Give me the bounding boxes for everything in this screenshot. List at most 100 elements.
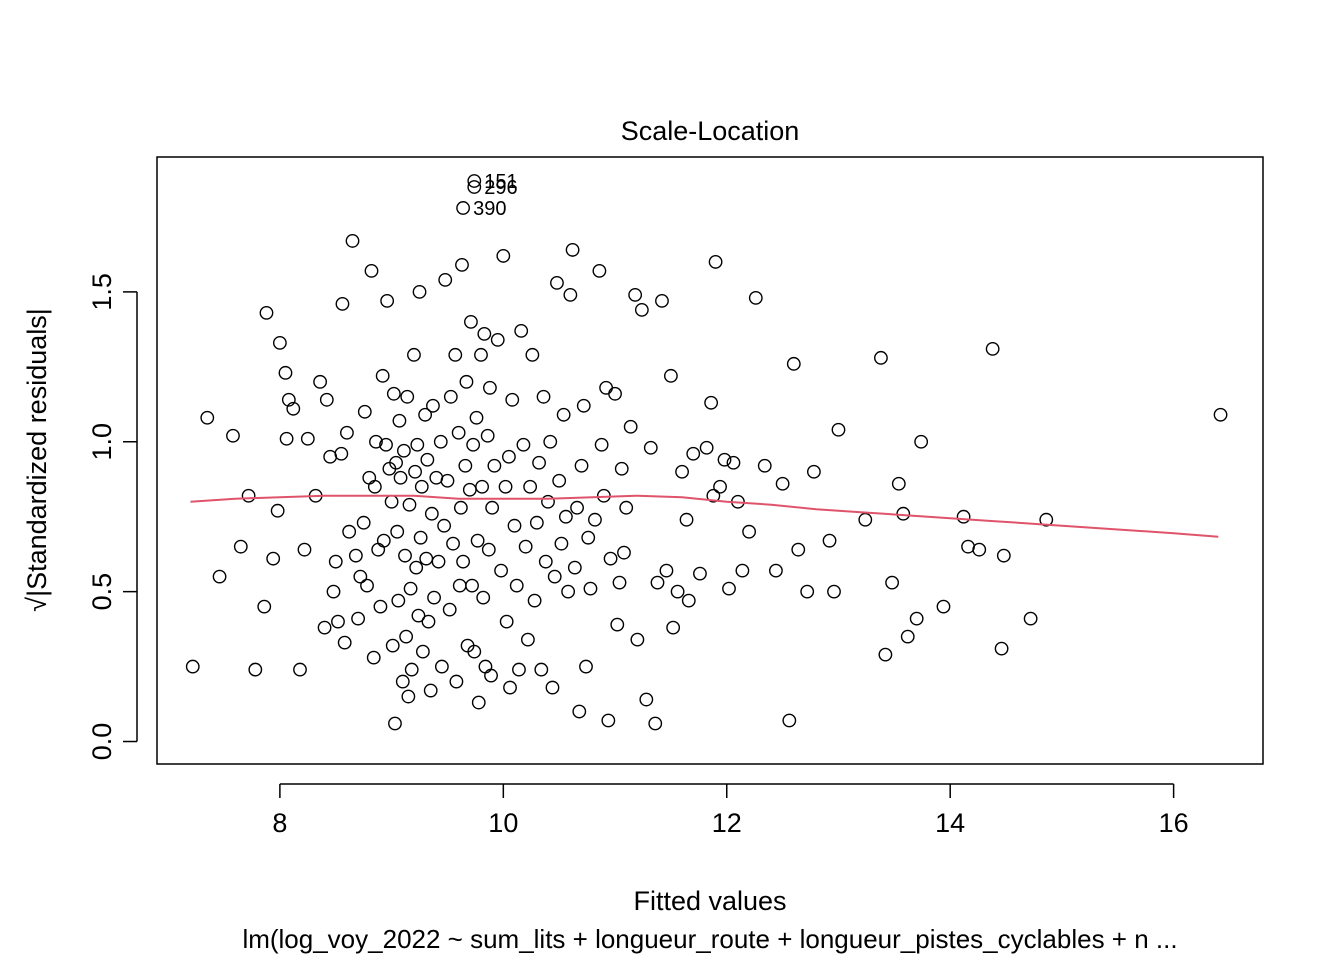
- data-point: [1039, 512, 1054, 527]
- data-point: [403, 581, 418, 596]
- x-tick-label: 14: [935, 808, 965, 838]
- data-point: [259, 305, 274, 320]
- data-point: [395, 674, 410, 689]
- data-point: [434, 659, 449, 674]
- data-point: [257, 599, 272, 614]
- data-point: [525, 347, 540, 362]
- data-point: [418, 407, 433, 422]
- data-point: [556, 407, 571, 422]
- data-point: [505, 392, 520, 407]
- data-point: [456, 554, 471, 569]
- data-point: [552, 473, 567, 488]
- data-points: [185, 174, 1228, 731]
- data-point: [409, 560, 424, 575]
- data-point: [675, 464, 689, 479]
- data-point: [514, 323, 529, 338]
- x-tick-label: 10: [488, 808, 518, 838]
- data-point: [360, 578, 374, 593]
- data-point: [686, 446, 701, 461]
- data-point: [200, 410, 215, 425]
- data-point: [681, 593, 696, 608]
- data-point: [408, 464, 422, 479]
- data-point: [386, 386, 401, 401]
- data-point: [503, 680, 517, 695]
- x-axis: 8 10 12 14 16: [272, 783, 1189, 838]
- data-point: [393, 470, 408, 485]
- data-point: [297, 542, 312, 557]
- data-point: [704, 395, 719, 410]
- data-point: [891, 476, 906, 491]
- data-point: [369, 434, 383, 449]
- data-point: [487, 458, 502, 473]
- data-point: [822, 533, 837, 548]
- data-point: [241, 488, 256, 503]
- data-point: [648, 716, 663, 731]
- data-point: [713, 479, 727, 494]
- data-point: [603, 551, 618, 566]
- data-point: [706, 488, 721, 503]
- data-point: [379, 437, 393, 452]
- data-point: [453, 500, 468, 515]
- data-point: [467, 180, 482, 194]
- data-point: [516, 437, 531, 452]
- data-point: [438, 272, 453, 287]
- data-point: [567, 560, 582, 575]
- data-point: [896, 506, 911, 521]
- data-point: [398, 548, 412, 563]
- data-point: [914, 434, 929, 449]
- data-point: [610, 617, 625, 632]
- data-point: [293, 662, 307, 677]
- data-point: [334, 446, 349, 461]
- data-point: [521, 632, 535, 647]
- data-point: [389, 455, 403, 470]
- outlier-label: 151: [484, 171, 517, 193]
- data-point: [594, 437, 609, 452]
- data-point: [775, 476, 790, 491]
- data-point: [786, 356, 801, 371]
- data-point: [396, 443, 411, 458]
- data-point: [726, 455, 741, 470]
- data-point: [226, 428, 240, 443]
- data-point: [357, 404, 372, 419]
- data-point: [462, 482, 477, 497]
- data-point: [449, 674, 464, 689]
- data-point: [375, 368, 390, 383]
- data-point: [545, 680, 560, 695]
- data-point: [592, 264, 607, 278]
- data-point: [576, 398, 591, 413]
- data-point: [509, 578, 524, 593]
- data-point: [831, 422, 846, 437]
- data-point: [628, 287, 643, 302]
- data-point: [588, 512, 602, 527]
- plot-frame: [156, 156, 1264, 765]
- data-point: [601, 713, 616, 728]
- data-point: [1023, 611, 1038, 626]
- data-point: [286, 401, 301, 416]
- data-point: [337, 635, 352, 650]
- data-point: [630, 632, 645, 647]
- y-axis: 0.0 0.5 1.0 1.5: [87, 273, 138, 760]
- data-point: [599, 380, 614, 395]
- data-point: [451, 425, 466, 440]
- data-point: [972, 542, 987, 557]
- data-point: [570, 500, 584, 515]
- data-point: [391, 593, 406, 608]
- data-point: [400, 389, 415, 404]
- data-point: [427, 590, 441, 605]
- data-point: [464, 314, 478, 329]
- data-point: [319, 392, 334, 407]
- data-point: [757, 458, 772, 473]
- data-point: [742, 524, 757, 539]
- data-point: [446, 536, 460, 551]
- data-point: [608, 386, 622, 401]
- data-point: [722, 581, 736, 596]
- data-point: [233, 539, 248, 554]
- data-point: [507, 518, 522, 533]
- data-point: [429, 470, 444, 485]
- data-point: [351, 611, 365, 626]
- data-point: [708, 255, 723, 269]
- data-point: [612, 575, 627, 590]
- data-point: [717, 452, 732, 467]
- data-point: [735, 563, 750, 578]
